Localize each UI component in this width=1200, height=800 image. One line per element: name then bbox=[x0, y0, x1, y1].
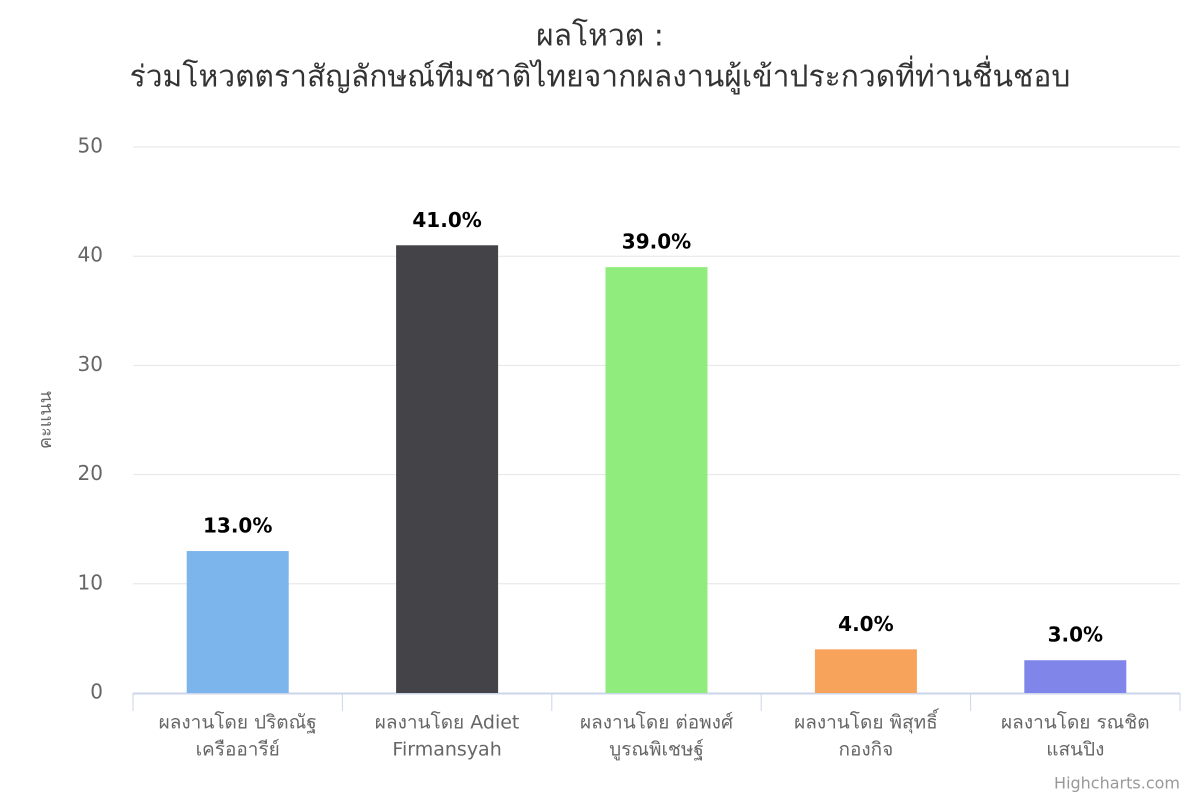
x-tick-label: ผลงานโดย รณชิต bbox=[1001, 711, 1150, 734]
x-tick-label: Firmansyah bbox=[392, 739, 501, 761]
x-tick-label: บูรณพิเชษฐ์ bbox=[609, 739, 704, 761]
y-tick-label: 10 bbox=[78, 570, 103, 594]
chart-title: ผลโหวต : bbox=[536, 18, 664, 54]
data-label: 41.0% bbox=[412, 208, 481, 232]
x-tick-label: ผลงานโดย ต่อพงศ์ bbox=[580, 711, 733, 734]
y-tick-label: 20 bbox=[78, 461, 103, 485]
x-tick-label: แสนปิง bbox=[1046, 739, 1104, 761]
y-tick-label: 30 bbox=[78, 352, 103, 376]
bar bbox=[605, 267, 708, 693]
data-label: 39.0% bbox=[622, 230, 691, 254]
bar bbox=[396, 245, 499, 693]
data-label: 4.0% bbox=[838, 612, 893, 636]
x-tick-label: ผลงานโดย Adiet bbox=[375, 711, 520, 734]
bar bbox=[1024, 660, 1127, 693]
x-tick-label: ผลงานโดย ปริตณัฐ bbox=[159, 711, 317, 734]
credits[interactable]: Highcharts.com bbox=[1054, 774, 1180, 793]
y-axis-label: คะแนน bbox=[35, 391, 56, 449]
x-tick-label: เครืออารีย์ bbox=[196, 739, 280, 761]
x-tick-label: กองกิจ bbox=[838, 739, 893, 761]
y-tick-label: 50 bbox=[78, 134, 103, 158]
bar bbox=[814, 649, 917, 693]
data-label: 3.0% bbox=[1048, 623, 1103, 647]
y-tick-label: 0 bbox=[90, 680, 103, 704]
y-tick-label: 40 bbox=[78, 243, 103, 267]
chart-subtitle: ร่วมโหวตตราสัญลักษณ์ทีมชาติไทยจากผลงานผู… bbox=[130, 56, 1071, 95]
data-label: 13.0% bbox=[203, 514, 272, 538]
x-tick-label: ผลงานโดย พิสุทธิ์ bbox=[794, 708, 940, 735]
bar bbox=[186, 551, 289, 693]
